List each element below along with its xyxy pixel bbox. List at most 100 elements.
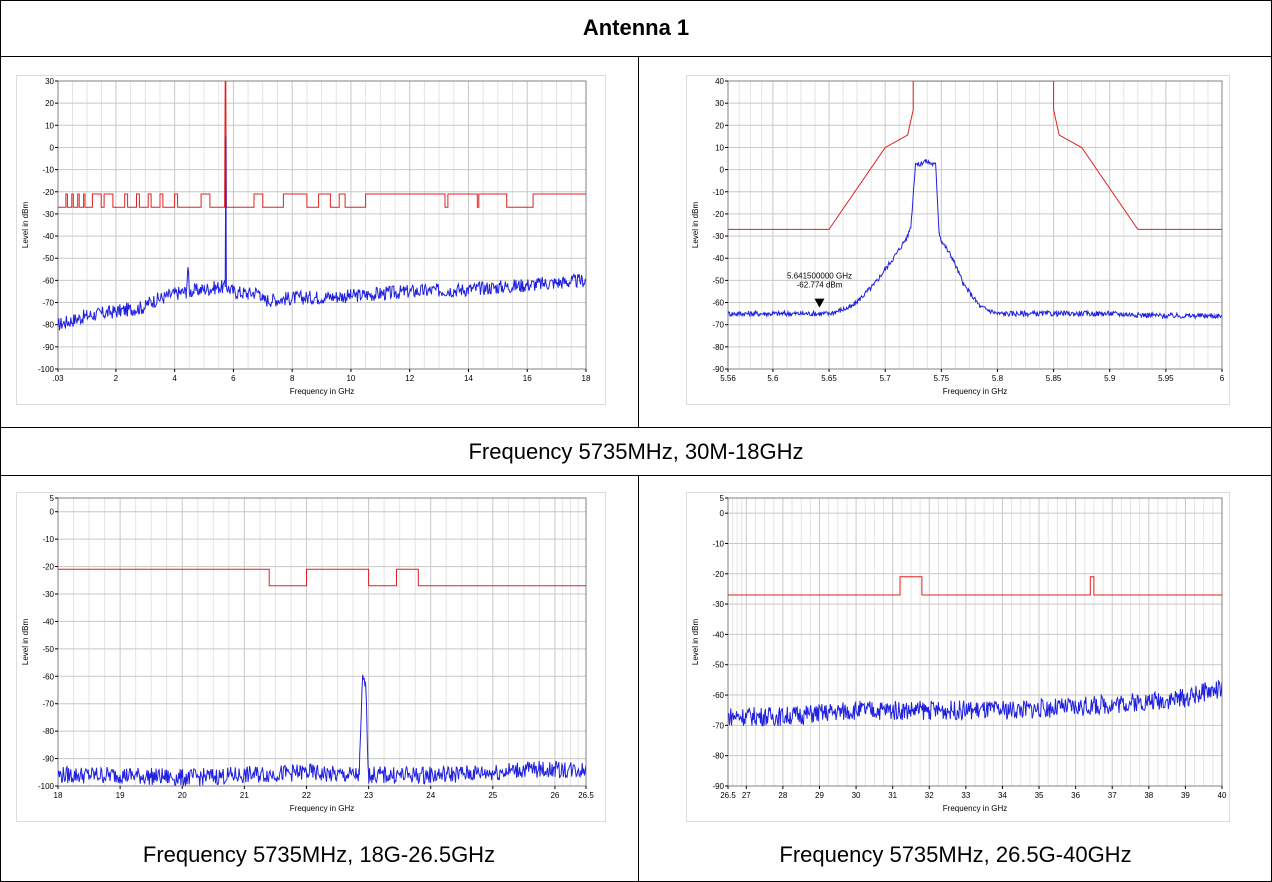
plot-frame: [727, 80, 1223, 370]
y-tick-label: -70: [42, 299, 54, 308]
measurement-trace: [728, 158, 1222, 320]
x-tick-label: 35: [1035, 791, 1044, 800]
chart-2: -90 -80 -70 -60 -50 -40 -30 -20 -10 0 10 20 30 40 5.56…: [691, 77, 1225, 396]
x-tick-label: 25: [488, 791, 497, 800]
chart-1: -100-90-80-70-60-50-40-30-20-100102030.0…: [21, 77, 591, 396]
x-tick-label: 28: [778, 791, 787, 800]
y-tick-label: -60: [712, 299, 724, 308]
chart-panel-3: -100 -90 -80 -70 -60 -50 -40 -30 -20 -10 0 5 18 19 20 2…: [16, 492, 606, 822]
x-tick-label: 34: [998, 791, 1007, 800]
x-tick-label: 21: [240, 791, 249, 800]
y-tick-label: -40: [712, 254, 724, 263]
x-tick-label: 5.7: [880, 374, 892, 383]
x-axis-label: Frequency in GHz: [943, 804, 1007, 813]
y-tick-label: -40: [712, 630, 724, 639]
y-tick-label: -30: [712, 232, 724, 241]
x-tick-label: 5.9: [1104, 374, 1116, 383]
y-tick-label: -90: [42, 755, 54, 764]
y-tick-label: 20: [715, 121, 724, 130]
x-tick-label: 26.5: [578, 791, 594, 800]
y-tick-label: -60: [42, 276, 54, 285]
y-tick-label: -10: [712, 539, 724, 548]
y-tick-label: 40: [715, 77, 724, 86]
row-divider: [0, 427, 1272, 428]
y-tick-label: -50: [42, 254, 54, 263]
y-axis-label: Level in dBm: [21, 619, 30, 666]
column-divider: [638, 56, 639, 427]
y-tick-label: 5: [50, 494, 55, 503]
x-tick-label: 5.95: [1158, 374, 1174, 383]
plot-frame: [57, 80, 587, 370]
x-tick-label: 20: [178, 791, 187, 800]
x-tick-label: 38: [1144, 791, 1153, 800]
x-tick-label: 5.56: [720, 374, 736, 383]
x-tick-label: 2: [114, 374, 119, 383]
y-tick-label: 20: [45, 99, 54, 108]
y-tick-label: -100: [38, 365, 55, 374]
y-tick-label: -80: [712, 343, 724, 352]
y-tick-label: -20: [42, 563, 54, 572]
y-tick-label: -10: [712, 188, 724, 197]
x-tick-label: 33: [961, 791, 970, 800]
y-tick-label: -30: [712, 600, 724, 609]
y-tick-label: 0: [50, 508, 55, 517]
y-tick-label: -20: [712, 210, 724, 219]
x-axis-label: Frequency in GHz: [290, 804, 354, 813]
y-tick-label: 30: [45, 77, 54, 86]
y-tick-label: 10: [45, 121, 54, 130]
y-tick-label: -50: [712, 661, 724, 670]
y-tick-label: -70: [712, 721, 724, 730]
x-tick-label: 6: [1220, 374, 1225, 383]
y-tick-label: -90: [42, 343, 54, 352]
x-tick-label: 5.8: [992, 374, 1004, 383]
y-tick-label: 10: [715, 143, 724, 152]
y-tick-label: -10: [42, 166, 54, 175]
x-tick-label: 36: [1071, 791, 1080, 800]
plot-frame: [57, 497, 587, 787]
x-tick-label: 10: [346, 374, 355, 383]
row-divider: [0, 56, 1272, 57]
y-tick-label: -90: [712, 365, 724, 374]
measurement-trace: [58, 136, 586, 331]
measurement-trace: [58, 674, 586, 786]
x-tick-label: 39: [1181, 791, 1190, 800]
x-tick-label: 14: [464, 374, 473, 383]
x-tick-label: 40: [1218, 791, 1227, 800]
measurement-trace: [728, 679, 1222, 727]
caption-row1: Frequency 5735MHz, 30M-18GHz: [468, 439, 804, 464]
x-tick-label: 5.75: [934, 374, 950, 383]
y-tick-label: -80: [42, 321, 54, 330]
x-tick-label: 26.5: [720, 791, 736, 800]
x-tick-label: 5.6: [767, 374, 779, 383]
x-tick-label: 32: [925, 791, 934, 800]
chart-panel-1: -100 -90 -80 -70 -60 -50 -40 -30 -20 -10 0 10 20 30.0…: [16, 75, 606, 405]
column-divider: [638, 475, 639, 882]
x-tick-label: 26: [550, 791, 559, 800]
x-tick-label: 24: [426, 791, 435, 800]
x-tick-label: 8: [290, 374, 295, 383]
x-tick-label: 23: [364, 791, 373, 800]
x-tick-label: 16: [523, 374, 532, 383]
row-divider: [0, 475, 1272, 476]
y-tick-label: -50: [712, 276, 724, 285]
plot-frame: [727, 497, 1223, 787]
y-tick-label: 0: [720, 166, 725, 175]
marker-label-frequency: 5.641500000 GHz: [787, 272, 852, 281]
x-tick-label: 5.85: [1046, 374, 1062, 383]
caption-bottom-left: Frequency 5735MHz, 18G-26.5GHz: [142, 842, 496, 867]
chart-4: -90 -80 -70 -60 -50 -40 -30 -20 -10 0 5 26.5 27 28 29 3…: [691, 494, 1227, 813]
y-tick-label: -30: [42, 210, 54, 219]
marker-label-level: -62.774 dBm: [797, 281, 843, 290]
x-tick-label: 18: [54, 791, 63, 800]
y-axis-label: Level in dBm: [691, 619, 700, 666]
x-tick-label: 29: [815, 791, 824, 800]
y-tick-label: -40: [42, 232, 54, 241]
x-tick-label: 4: [172, 374, 177, 383]
y-tick-label: -70: [712, 321, 724, 330]
x-tick-label: 18: [582, 374, 591, 383]
y-tick-label: -60: [42, 672, 54, 681]
y-tick-label: -20: [712, 570, 724, 579]
y-tick-label: 30: [715, 99, 724, 108]
chart-panel-2: -90 -80 -70 -60 -50 -40 -30 -20 -10 0 10 20 30 40 5.56…: [686, 75, 1230, 405]
